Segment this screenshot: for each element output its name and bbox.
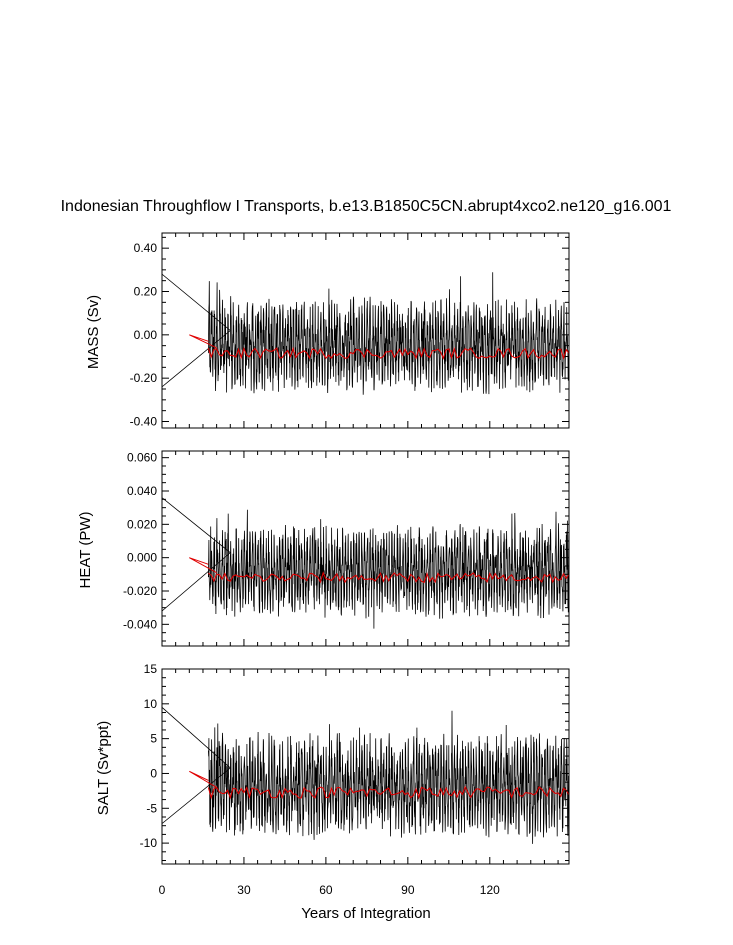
mass-ytick-label: 0.20 (134, 285, 158, 299)
chart-title: Indonesian Throughflow I Transports, b.e… (61, 198, 672, 215)
heat-monthly-line (208, 509, 569, 629)
heat-start-artifact-red (189, 557, 217, 574)
salt-start-artifact-red (189, 770, 217, 788)
x-tick-label: 90 (401, 883, 415, 897)
salt-ytick-label: 10 (144, 697, 158, 711)
mass-plot-frame (161, 232, 570, 429)
salt-ytick-label: 0 (150, 766, 157, 780)
heat-ytick-label: -0.040 (123, 617, 157, 631)
mass-ytick-label: -0.20 (130, 371, 158, 385)
heat-y-axis-label: HEAT (PW) (77, 512, 94, 589)
heat-ytick-label: 0.040 (127, 484, 157, 498)
heat-plot-area: -0.040 -0.020 0.000 0.020 0.040 0.060 (123, 450, 570, 647)
salt-monthly-line (208, 710, 569, 844)
salt-ytick-label: 15 (144, 662, 158, 676)
heat-ytick-label: 0.060 (127, 451, 157, 465)
mass-series-group (162, 272, 569, 395)
x-tick-label: 0 (159, 883, 166, 897)
salt-plot-area: -10 -5 0 5 10 15 (140, 662, 570, 865)
mass-ytick-label: 0.00 (134, 328, 158, 342)
x-tick-label: 30 (237, 883, 251, 897)
heat-ytick-label: -0.020 (123, 584, 157, 598)
heat-plot-frame (161, 450, 570, 647)
heat-ytick-label: 0.000 (127, 551, 157, 565)
heat-start-artifact-black (162, 497, 231, 612)
mass-ytick-label: 0.40 (134, 241, 158, 255)
mass-annual-mean-line (207, 346, 569, 360)
heat-annual-mean-line (208, 571, 569, 584)
salt-plot-frame (161, 668, 570, 865)
x-axis-label: Years of Integration (301, 905, 431, 922)
panel-salt: -10 -5 0 5 10 15 SALT (Sv*ppt) (95, 662, 570, 865)
mass-start-artifact-red (189, 334, 217, 349)
salt-y-axis-label: SALT (Sv*ppt) (95, 721, 112, 815)
mass-monthly-line (208, 272, 569, 395)
heat-series-group (162, 497, 569, 629)
salt-ytick-label: 5 (150, 732, 157, 746)
salt-ytick-label: -10 (140, 836, 158, 850)
panel-mass: -0.40 -0.20 0.00 0.20 0.40 MASS (Sv) (85, 232, 570, 429)
salt-ytick-label: -5 (146, 801, 157, 815)
salt-start-artifact-black (162, 707, 231, 824)
heat-ytick-label: 0.020 (127, 517, 157, 531)
mass-ytick-label: -0.40 (130, 415, 158, 429)
x-axis-ticks: 0 30 60 90 120 (159, 883, 500, 897)
mass-plot-area: -0.40 -0.20 0.00 0.20 0.40 (130, 232, 570, 429)
salt-series-group (162, 707, 569, 844)
salt-annual-mean-line (207, 785, 569, 800)
x-tick-label: 120 (480, 883, 500, 897)
panel-heat: -0.040 -0.020 0.000 0.020 0.040 0.060 HEAT (P… (77, 450, 570, 647)
mass-y-axis-label: MASS (Sv) (85, 295, 102, 369)
x-tick-label: 60 (319, 883, 333, 897)
mass-start-artifact-black (162, 273, 231, 388)
